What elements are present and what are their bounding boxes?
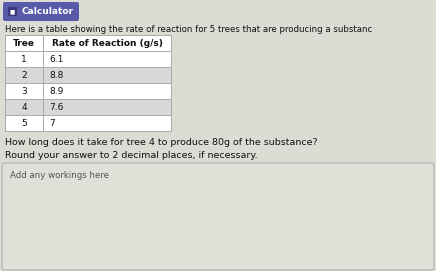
Bar bbox=[5, 115, 171, 131]
Text: ■: ■ bbox=[10, 9, 15, 14]
Text: 6.1: 6.1 bbox=[49, 54, 63, 63]
Text: 7: 7 bbox=[49, 118, 55, 127]
Text: Tree: Tree bbox=[13, 38, 35, 47]
Bar bbox=[5, 51, 171, 67]
Bar bbox=[5, 67, 171, 83]
Bar bbox=[5, 83, 171, 99]
FancyBboxPatch shape bbox=[3, 2, 79, 21]
Text: 8.8: 8.8 bbox=[49, 70, 63, 79]
Text: Add any workings here: Add any workings here bbox=[10, 171, 109, 180]
Bar bbox=[5, 99, 171, 115]
Text: 8.9: 8.9 bbox=[49, 86, 63, 95]
Text: Calculator: Calculator bbox=[21, 7, 73, 16]
Text: 4: 4 bbox=[21, 102, 27, 111]
Bar bbox=[5, 35, 171, 51]
Text: How long does it take for tree 4 to produce 80g of the substance?: How long does it take for tree 4 to prod… bbox=[5, 138, 317, 147]
Text: 7.6: 7.6 bbox=[49, 102, 63, 111]
Text: 2: 2 bbox=[21, 70, 27, 79]
Text: 1: 1 bbox=[21, 54, 27, 63]
Text: Rate of Reaction (g/s): Rate of Reaction (g/s) bbox=[51, 38, 163, 47]
Bar bbox=[8, 7, 17, 16]
Text: 5: 5 bbox=[21, 118, 27, 127]
FancyBboxPatch shape bbox=[2, 163, 434, 270]
Text: Round your answer to 2 decimal places, if necessary.: Round your answer to 2 decimal places, i… bbox=[5, 151, 258, 160]
Text: 3: 3 bbox=[21, 86, 27, 95]
Text: Here is a table showing the rate of reaction for 5 trees that are producing a su: Here is a table showing the rate of reac… bbox=[5, 25, 372, 34]
